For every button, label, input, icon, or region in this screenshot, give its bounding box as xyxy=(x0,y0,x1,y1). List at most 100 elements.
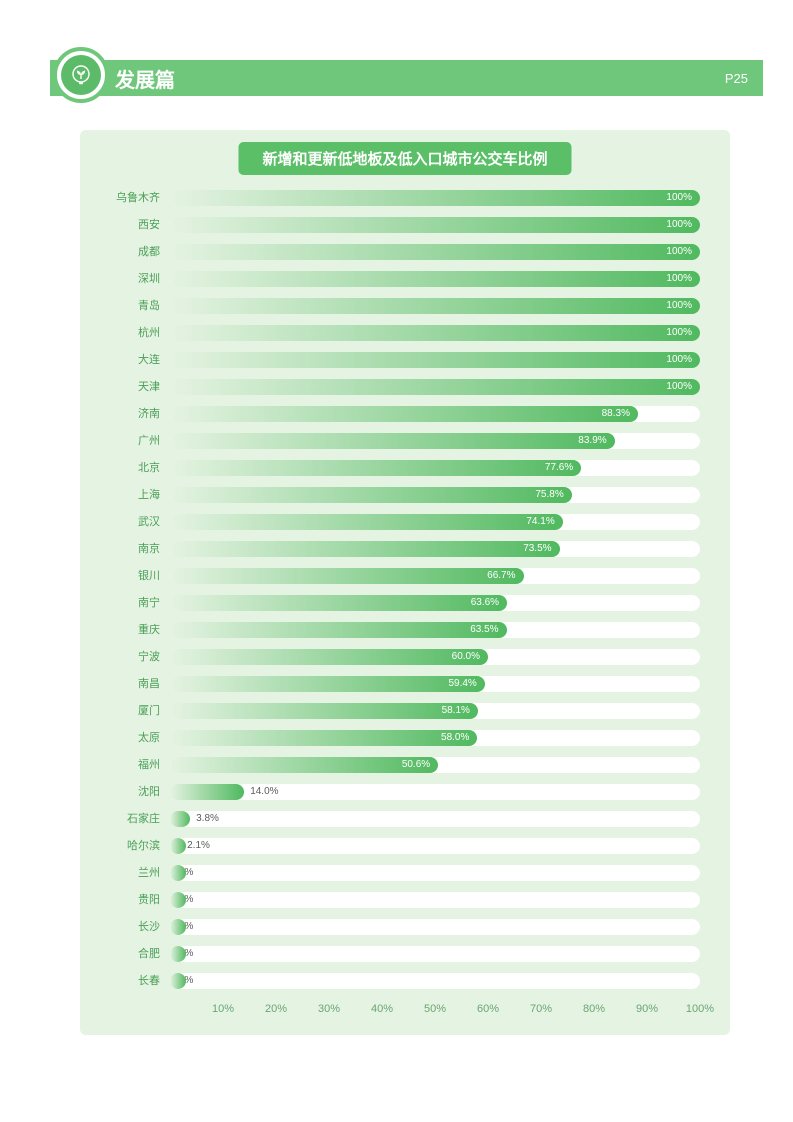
bar-value: 100% xyxy=(666,244,692,260)
bar-label: 合肥 xyxy=(80,944,160,964)
bar-row: 南京73.5% xyxy=(80,539,730,559)
bar-row: 天津100% xyxy=(80,377,730,397)
bar-track: 100% xyxy=(170,325,700,341)
axis-tick: 30% xyxy=(318,1003,340,1015)
axis-tick: 90% xyxy=(636,1003,658,1015)
bar-track: 60.0% xyxy=(170,649,700,665)
bar-track: 100% xyxy=(170,271,700,287)
chart-panel: 新增和更新低地板及低入口城市公交车比例 乌鲁木齐100%西安100%成都100%… xyxy=(80,130,730,1035)
chart-x-axis: 10%20%30%40%50%60%70%80%90%100% xyxy=(170,1003,700,1023)
bar-fill: 100% xyxy=(170,271,700,287)
bar-label: 乌鲁木齐 xyxy=(80,188,160,208)
bar-value: 58.0% xyxy=(441,730,469,746)
bar-row: 南昌59.4% xyxy=(80,674,730,694)
bar-track: 0% xyxy=(170,946,700,962)
bar-label: 沈阳 xyxy=(80,782,160,802)
bar-value: 83.9% xyxy=(578,433,606,449)
bar-value: 100% xyxy=(666,190,692,206)
bar-track: 100% xyxy=(170,352,700,368)
bar-track: 73.5% xyxy=(170,541,700,557)
bar-track: 83.9% xyxy=(170,433,700,449)
bar-track: 77.6% xyxy=(170,460,700,476)
bar-value: 100% xyxy=(666,217,692,233)
bar-value: 77.6% xyxy=(545,460,573,476)
bar-fill: 100% xyxy=(170,298,700,314)
bar-fill: 60.0% xyxy=(170,649,488,665)
bar-label: 重庆 xyxy=(80,620,160,640)
bar-track: 100% xyxy=(170,298,700,314)
bar-fill: 100% xyxy=(170,217,700,233)
bar-fill: 75.8% xyxy=(170,487,572,503)
bar-value: 60.0% xyxy=(452,649,480,665)
bar-track: 59.4% xyxy=(170,676,700,692)
bar-row: 贵阳0% xyxy=(80,890,730,910)
bar-fill: 77.6% xyxy=(170,460,581,476)
bar-label: 南宁 xyxy=(80,593,160,613)
bar-row: 重庆 63.5% xyxy=(80,620,730,640)
bar-value: 63.5% xyxy=(470,622,498,638)
bar-fill: 63.6% xyxy=(170,595,507,611)
bar-track: 74.1% xyxy=(170,514,700,530)
bar-fill: 100% xyxy=(170,190,700,206)
bar-track: 0% xyxy=(170,973,700,989)
bar-row: 南宁 63.6% xyxy=(80,593,730,613)
chart-title: 新增和更新低地板及低入口城市公交车比例 xyxy=(238,142,571,175)
bar-label: 银川 xyxy=(80,566,160,586)
bar-track: 14.0% xyxy=(170,784,700,800)
bar-value: 100% xyxy=(666,379,692,395)
bar-label: 长春 xyxy=(80,971,160,991)
bar-row: 青岛100% xyxy=(80,296,730,316)
bar-value: 88.3% xyxy=(602,406,630,422)
bar-track: 100% xyxy=(170,244,700,260)
axis-tick: 100% xyxy=(686,1003,714,1015)
bar-label: 兰州 xyxy=(80,863,160,883)
bar-row: 哈尔滨 2.1% xyxy=(80,836,730,856)
bar-label: 杭州 xyxy=(80,323,160,343)
bar-track: 63.6% xyxy=(170,595,700,611)
bar-row: 大连 100% xyxy=(80,350,730,370)
bar-row: 长沙0% xyxy=(80,917,730,937)
axis-tick: 40% xyxy=(371,1003,393,1015)
bar-value: 100% xyxy=(666,298,692,314)
bar-track: 0% xyxy=(170,865,700,881)
axis-tick: 20% xyxy=(265,1003,287,1015)
bar-row: 北京77.6% xyxy=(80,458,730,478)
bar-row: 兰州 0% xyxy=(80,863,730,883)
bar-label: 广州 xyxy=(80,431,160,451)
bar-row: 福州 50.6% xyxy=(80,755,730,775)
bar-value: 3.8% xyxy=(196,811,219,827)
bar-label: 大连 xyxy=(80,350,160,370)
section-badge xyxy=(53,47,109,103)
bar-track: 100% xyxy=(170,379,700,395)
bar-label: 长沙 xyxy=(80,917,160,937)
section-title: 发展篇 xyxy=(115,64,175,93)
bar-row: 太原58.0% xyxy=(80,728,730,748)
bar-row: 广州 83.9% xyxy=(80,431,730,451)
page-number: P25 xyxy=(725,71,748,86)
chart-bars-area: 乌鲁木齐100%西安100%成都100%深圳100%青岛100%杭州100%大连… xyxy=(80,188,730,995)
bar-track: 2.1% xyxy=(170,838,700,854)
bar-row: 沈阳 14.0% xyxy=(80,782,730,802)
bar-label: 宁波 xyxy=(80,647,160,667)
bar-row: 济南88.3% xyxy=(80,404,730,424)
bar-fill xyxy=(170,919,186,935)
bar-fill: 100% xyxy=(170,244,700,260)
bar-fill xyxy=(170,865,186,881)
bar-row: 厦门58.1% xyxy=(80,701,730,721)
bar-fill: 59.4% xyxy=(170,676,485,692)
bar-label: 福州 xyxy=(80,755,160,775)
bar-value: 74.1% xyxy=(526,514,554,530)
axis-tick: 50% xyxy=(424,1003,446,1015)
bar-fill: 73.5% xyxy=(170,541,560,557)
bar-value: 100% xyxy=(666,271,692,287)
sprout-bulb-icon xyxy=(69,63,93,87)
bar-fill: 100% xyxy=(170,325,700,341)
bar-row: 长春 0% xyxy=(80,971,730,991)
bar-label: 哈尔滨 xyxy=(80,836,160,856)
bar-row: 合肥 0% xyxy=(80,944,730,964)
bar-fill xyxy=(170,946,186,962)
bar-row: 成都100% xyxy=(80,242,730,262)
bar-row: 深圳100% xyxy=(80,269,730,289)
bar-label: 厦门 xyxy=(80,701,160,721)
bar-track: 50.6% xyxy=(170,757,700,773)
